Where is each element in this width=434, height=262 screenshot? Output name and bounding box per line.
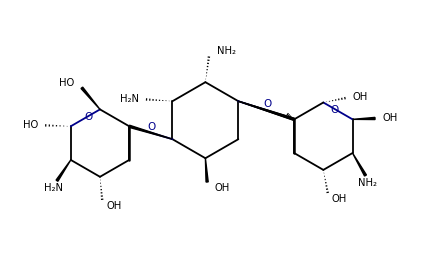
Polygon shape [238,101,294,120]
Text: NH₂: NH₂ [357,178,376,188]
Text: HO: HO [59,78,74,88]
Text: OH: OH [107,201,122,211]
Polygon shape [352,117,374,119]
Polygon shape [205,158,208,182]
Text: OH: OH [331,194,346,204]
Polygon shape [352,153,365,176]
Polygon shape [56,160,71,181]
Polygon shape [238,101,294,120]
Polygon shape [128,125,172,139]
Text: HO: HO [23,120,38,130]
Text: OH: OH [382,113,397,123]
Text: NH₂: NH₂ [217,46,236,56]
Text: O: O [85,112,93,122]
Text: O: O [263,99,271,109]
Polygon shape [81,87,100,110]
Text: OH: OH [214,183,229,193]
Text: O: O [147,122,155,132]
Text: OH: OH [352,92,367,102]
Text: O: O [329,105,338,115]
Text: H₂N: H₂N [44,183,63,193]
Text: H₂N: H₂N [119,95,138,105]
